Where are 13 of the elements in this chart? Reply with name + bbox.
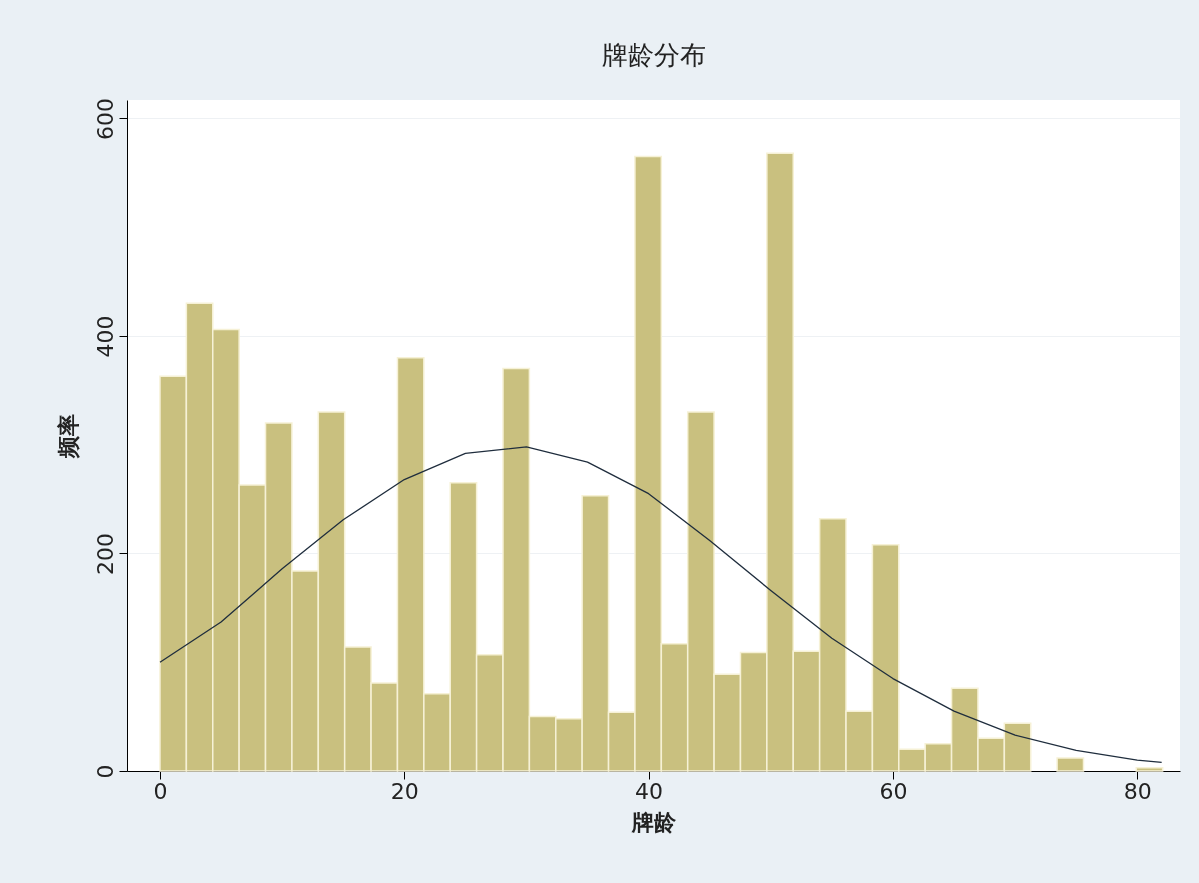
x-tick-label: 60: [879, 778, 908, 804]
chart-title: 牌龄分布: [601, 40, 706, 71]
x-axis-title: 牌龄: [631, 809, 677, 835]
x-tick-label: 80: [1123, 778, 1152, 804]
x-tick-label: 0: [153, 778, 168, 804]
y-tick-label: 0: [92, 764, 118, 779]
y-tick-label: 200: [92, 533, 118, 575]
y-tick-label: 400: [92, 315, 118, 358]
line-series: [159, 446, 1163, 763]
y-axis-title: 频率: [55, 414, 81, 459]
x-tick-label: 20: [390, 778, 419, 804]
x-tick-label: 40: [635, 778, 664, 804]
y-tick-label: 600: [92, 97, 118, 140]
